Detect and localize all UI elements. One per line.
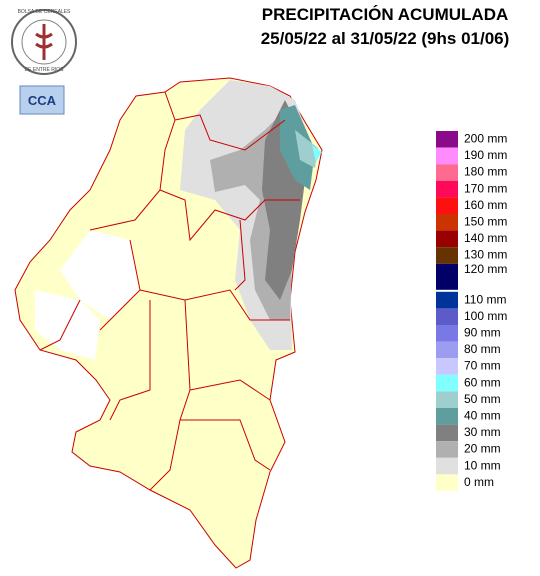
legend-label: 170 mm	[464, 181, 507, 195]
legend-label: 0 mm	[464, 475, 494, 489]
legend-swatch	[436, 408, 458, 425]
legend-swatch	[436, 291, 458, 309]
legend-swatch	[436, 391, 458, 408]
legend-swatch	[436, 474, 458, 491]
cca-badge: CCA	[19, 85, 65, 115]
legend-label: 160 mm	[464, 198, 507, 212]
legend-swatch	[436, 325, 458, 342]
legend-swatch	[436, 424, 458, 442]
legend-label: 100 mm	[464, 309, 507, 323]
legend-swatch	[436, 147, 458, 165]
legend-label: 30 mm	[464, 425, 501, 439]
legend-label: 140 mm	[464, 231, 507, 245]
subtitle: 25/05/22 al 31/05/22 (9hs 01/06)	[261, 29, 510, 48]
legend-swatch	[436, 214, 458, 231]
legend-swatch	[436, 441, 458, 458]
legend-label: 120 mm	[464, 262, 507, 276]
legend-swatch	[436, 131, 458, 148]
legend-swatch	[436, 341, 458, 359]
legend-label: 150 mm	[464, 214, 507, 228]
legend-swatch	[436, 197, 458, 214]
legend-swatch	[436, 180, 458, 198]
seal-bottom-text: DE ENTRE RIOS	[25, 67, 65, 73]
legend: 200 mm 190 mm 180 mm 170 mm 160 mm 150 mm 140 …	[436, 131, 507, 491]
legend-label: 50 mm	[464, 392, 501, 406]
seal-logo: BOLSA DE CEREALES DE ENTRE RIOS	[11, 9, 77, 75]
legend-swatch	[436, 358, 458, 375]
title: PRECIPITACIÓN ACUMULADA	[262, 5, 509, 24]
legend-swatch	[436, 230, 458, 248]
province-map	[14, 77, 323, 569]
legend-label: 70 mm	[464, 359, 501, 373]
legend-swatch	[436, 263, 458, 290]
legend-label: 190 mm	[464, 148, 507, 162]
legend-label: 20 mm	[464, 442, 501, 456]
legend-swatch	[436, 457, 458, 475]
badge-text: CCA	[28, 93, 57, 108]
legend-swatch	[436, 308, 458, 325]
legend-label: 80 mm	[464, 342, 501, 356]
legend-label: 60 mm	[464, 375, 501, 389]
legend-label: 180 mm	[464, 165, 507, 179]
legend-label: 40 mm	[464, 408, 501, 422]
legend-swatch	[436, 164, 458, 181]
seal-top-text: BOLSA DE CEREALES	[18, 9, 71, 15]
legend-label: 130 mm	[464, 248, 507, 262]
legend-label: 90 mm	[464, 325, 501, 339]
legend-label: 200 mm	[464, 131, 507, 145]
legend-label: 110 mm	[464, 292, 506, 306]
legend-label: 10 mm	[464, 458, 501, 472]
legend-swatch	[436, 374, 458, 392]
legend-swatch	[436, 247, 458, 264]
